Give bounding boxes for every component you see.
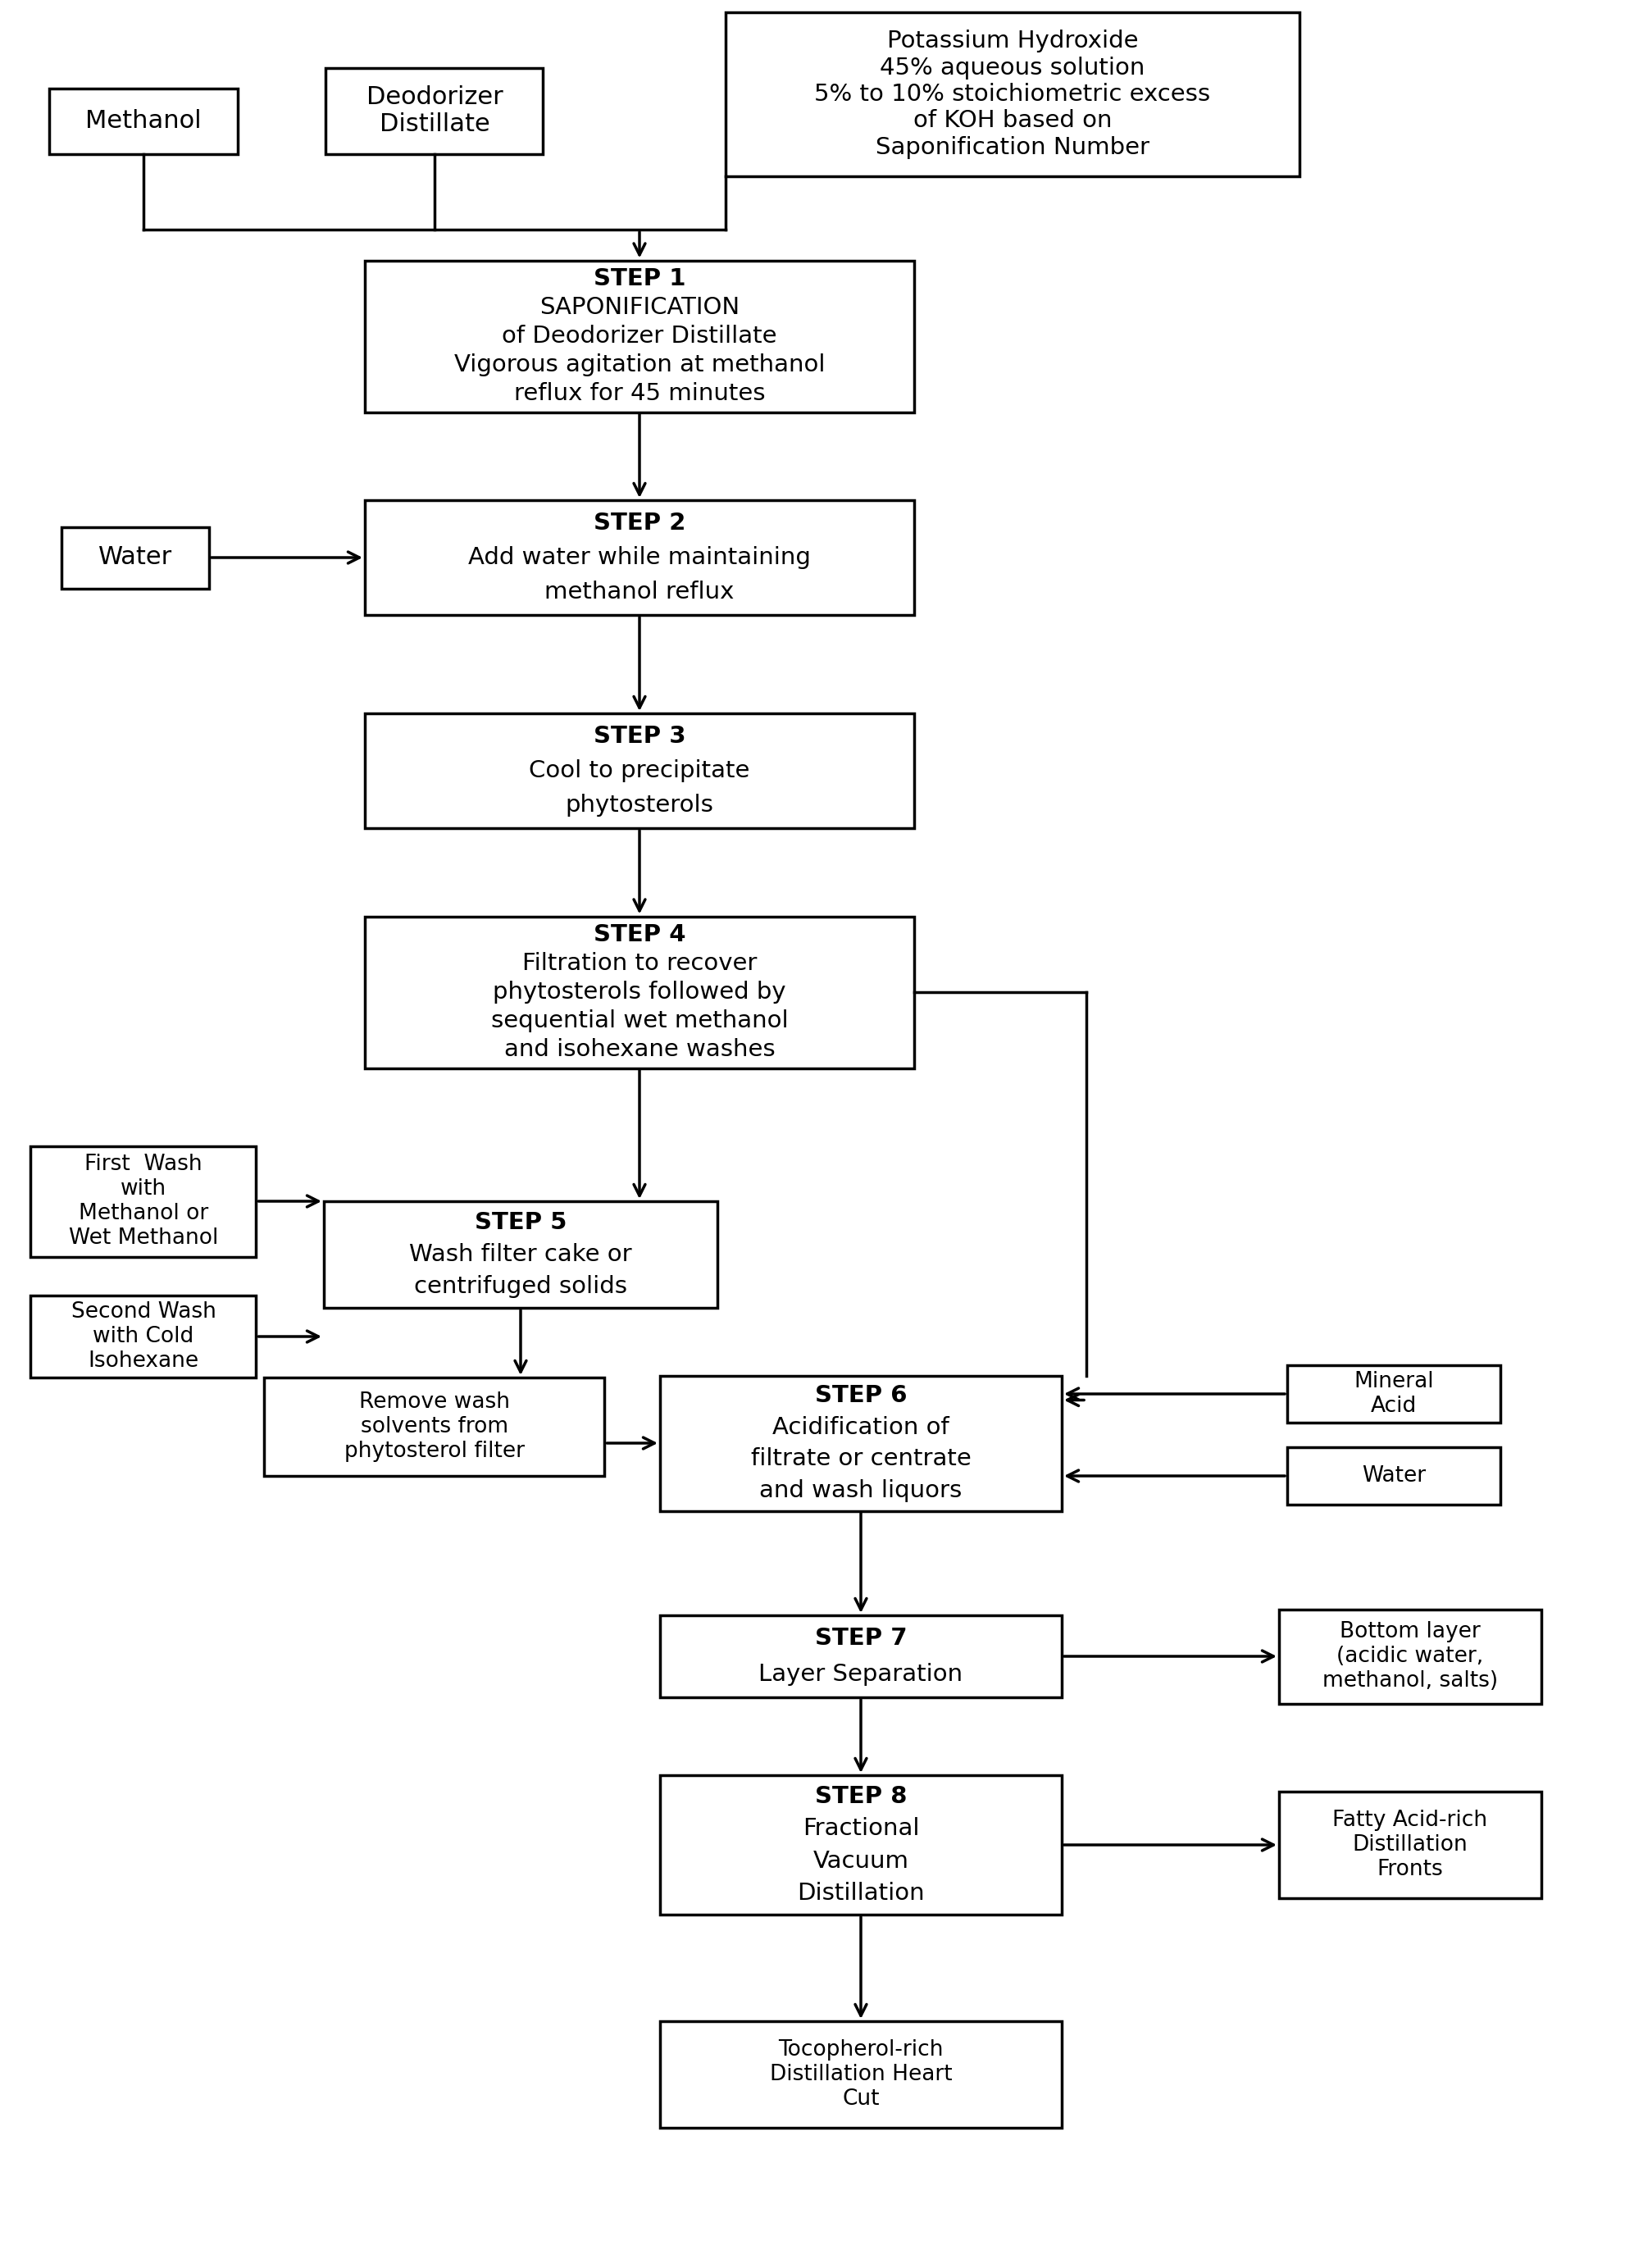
Text: methanol reflux: methanol reflux <box>544 581 734 603</box>
Text: SAPONIFICATION: SAPONIFICATION <box>539 297 740 320</box>
Text: Layer Separation: Layer Separation <box>758 1662 962 1685</box>
Text: STEP 4: STEP 4 <box>593 923 686 946</box>
Text: Bottom layer
(acidic water,
methanol, salts): Bottom layer (acidic water, methanol, sa… <box>1322 1622 1498 1692</box>
Text: Vigorous agitation at methanol: Vigorous agitation at methanol <box>454 354 825 376</box>
FancyBboxPatch shape <box>49 88 239 154</box>
FancyBboxPatch shape <box>364 916 913 1068</box>
Text: Water: Water <box>1361 1465 1426 1486</box>
FancyBboxPatch shape <box>325 68 542 154</box>
Text: Second Wash
with Cold
Isohexane: Second Wash with Cold Isohexane <box>70 1302 216 1372</box>
Text: Wash filter cake or: Wash filter cake or <box>408 1243 632 1266</box>
FancyBboxPatch shape <box>364 261 913 413</box>
Text: Filtration to recover: Filtration to recover <box>523 953 757 975</box>
Text: Water: Water <box>98 547 172 569</box>
FancyBboxPatch shape <box>660 1374 1062 1510</box>
FancyBboxPatch shape <box>62 526 209 587</box>
Text: STEP 7: STEP 7 <box>815 1626 907 1649</box>
FancyBboxPatch shape <box>725 11 1299 177</box>
Text: and isohexane washes: and isohexane washes <box>503 1039 775 1061</box>
Text: Fatty Acid-rich
Distillation
Fronts: Fatty Acid-rich Distillation Fronts <box>1333 1810 1487 1880</box>
Text: phytosterols: phytosterols <box>565 794 714 816</box>
FancyBboxPatch shape <box>660 2021 1062 2127</box>
Text: STEP 5: STEP 5 <box>474 1211 567 1234</box>
Text: First  Wash
with
Methanol or
Wet Methanol: First Wash with Methanol or Wet Methanol <box>69 1154 219 1250</box>
Text: STEP 6: STEP 6 <box>815 1383 907 1408</box>
Text: sequential wet methanol: sequential wet methanol <box>490 1009 788 1032</box>
Text: Vacuum: Vacuum <box>812 1851 909 1873</box>
FancyBboxPatch shape <box>660 1776 1062 1914</box>
Text: Methanol: Methanol <box>85 109 201 134</box>
Text: STEP 2: STEP 2 <box>593 510 686 535</box>
FancyBboxPatch shape <box>1279 1792 1541 1898</box>
Text: Remove wash
solvents from
phytosterol filter: Remove wash solvents from phytosterol fi… <box>345 1393 525 1463</box>
Text: centrifuged solids: centrifuged solids <box>413 1275 627 1297</box>
FancyBboxPatch shape <box>364 714 913 828</box>
Text: phytosterols followed by: phytosterols followed by <box>493 980 786 1005</box>
Text: Distillation: Distillation <box>797 1882 925 1905</box>
Text: reflux for 45 minutes: reflux for 45 minutes <box>513 381 765 406</box>
Text: Potassium Hydroxide
45% aqueous solution
5% to 10% stoichiometric excess
of KOH : Potassium Hydroxide 45% aqueous solution… <box>814 29 1211 159</box>
Text: STEP 1: STEP 1 <box>593 268 686 290</box>
FancyBboxPatch shape <box>364 501 913 615</box>
Text: Mineral
Acid: Mineral Acid <box>1353 1370 1433 1418</box>
FancyBboxPatch shape <box>1288 1447 1500 1504</box>
FancyBboxPatch shape <box>265 1377 605 1476</box>
Text: Add water while maintaining: Add water while maintaining <box>469 547 810 569</box>
Text: of Deodorizer Distillate: of Deodorizer Distillate <box>502 324 778 347</box>
Text: Deodorizer
Distillate: Deodorizer Distillate <box>366 84 503 136</box>
FancyBboxPatch shape <box>1288 1365 1500 1422</box>
Text: filtrate or centrate: filtrate or centrate <box>750 1447 971 1470</box>
Text: Acidification of: Acidification of <box>773 1415 949 1438</box>
FancyBboxPatch shape <box>31 1145 257 1256</box>
Text: Tocopherol-rich
Distillation Heart
Cut: Tocopherol-rich Distillation Heart Cut <box>770 2039 953 2109</box>
Text: Fractional: Fractional <box>802 1817 920 1839</box>
FancyBboxPatch shape <box>1279 1610 1541 1703</box>
Text: Cool to precipitate: Cool to precipitate <box>529 760 750 782</box>
FancyBboxPatch shape <box>324 1202 717 1309</box>
FancyBboxPatch shape <box>31 1295 257 1377</box>
FancyBboxPatch shape <box>660 1615 1062 1696</box>
Text: STEP 3: STEP 3 <box>593 723 686 748</box>
Text: and wash liquors: and wash liquors <box>760 1479 962 1501</box>
Text: STEP 8: STEP 8 <box>815 1785 907 1808</box>
